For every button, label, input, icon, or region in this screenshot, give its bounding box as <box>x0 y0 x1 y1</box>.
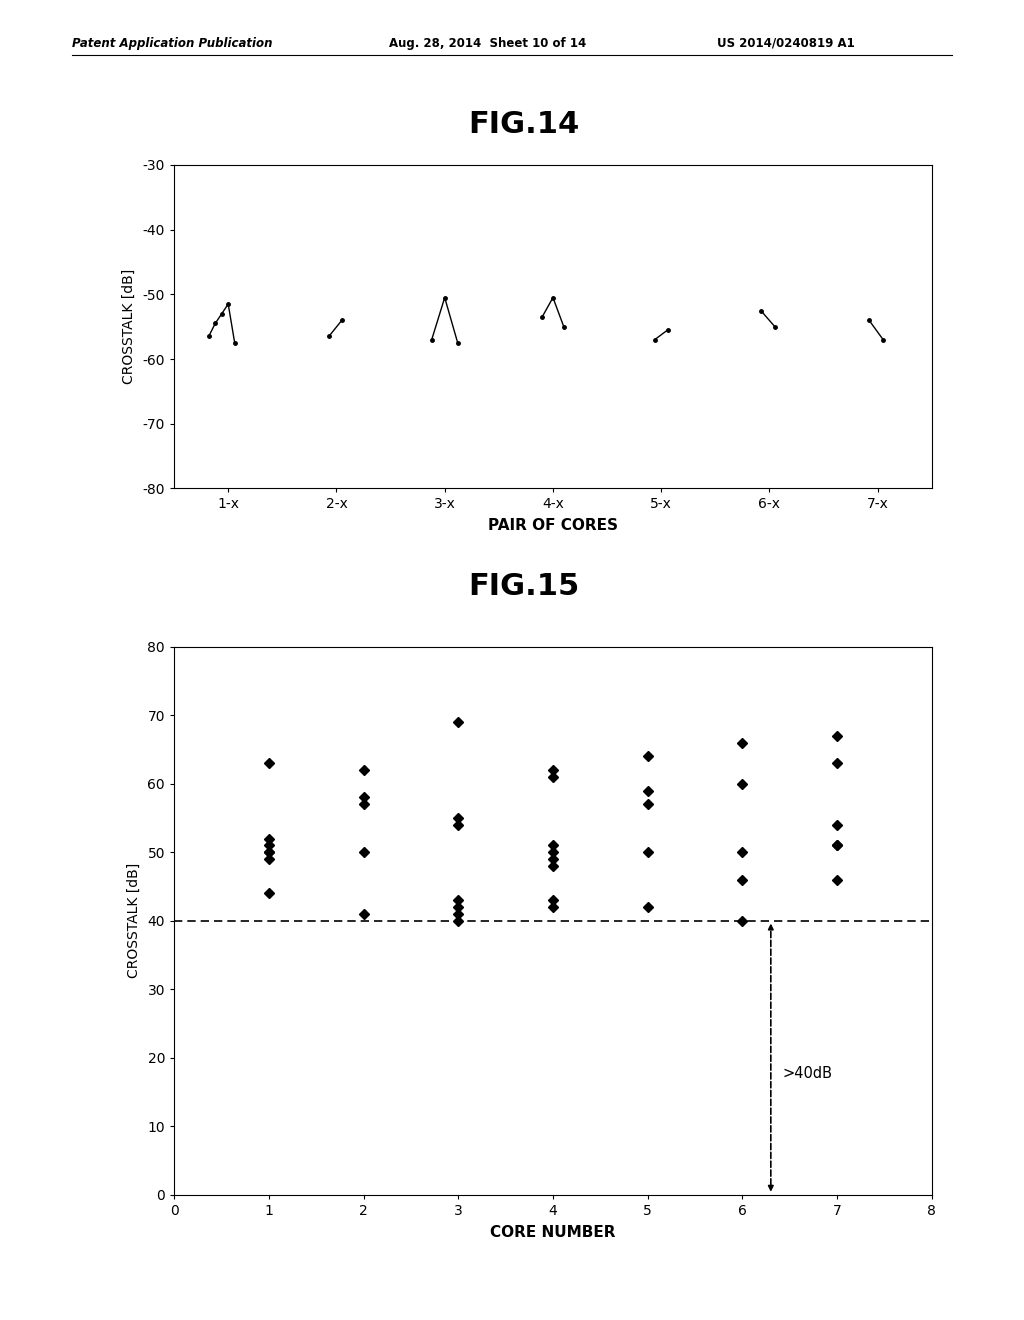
X-axis label: CORE NUMBER: CORE NUMBER <box>490 1225 615 1239</box>
Y-axis label: CROSSTALK [dB]: CROSSTALK [dB] <box>127 863 140 978</box>
Text: Aug. 28, 2014  Sheet 10 of 14: Aug. 28, 2014 Sheet 10 of 14 <box>389 37 587 50</box>
Text: Patent Application Publication: Patent Application Publication <box>72 37 272 50</box>
Text: FIG.15: FIG.15 <box>469 572 580 601</box>
Text: FIG.14: FIG.14 <box>469 110 580 139</box>
Y-axis label: CROSSTALK [dB]: CROSSTALK [dB] <box>122 269 135 384</box>
X-axis label: PAIR OF CORES: PAIR OF CORES <box>488 519 617 533</box>
Text: US 2014/0240819 A1: US 2014/0240819 A1 <box>717 37 855 50</box>
Text: >40dB: >40dB <box>782 1067 833 1081</box>
